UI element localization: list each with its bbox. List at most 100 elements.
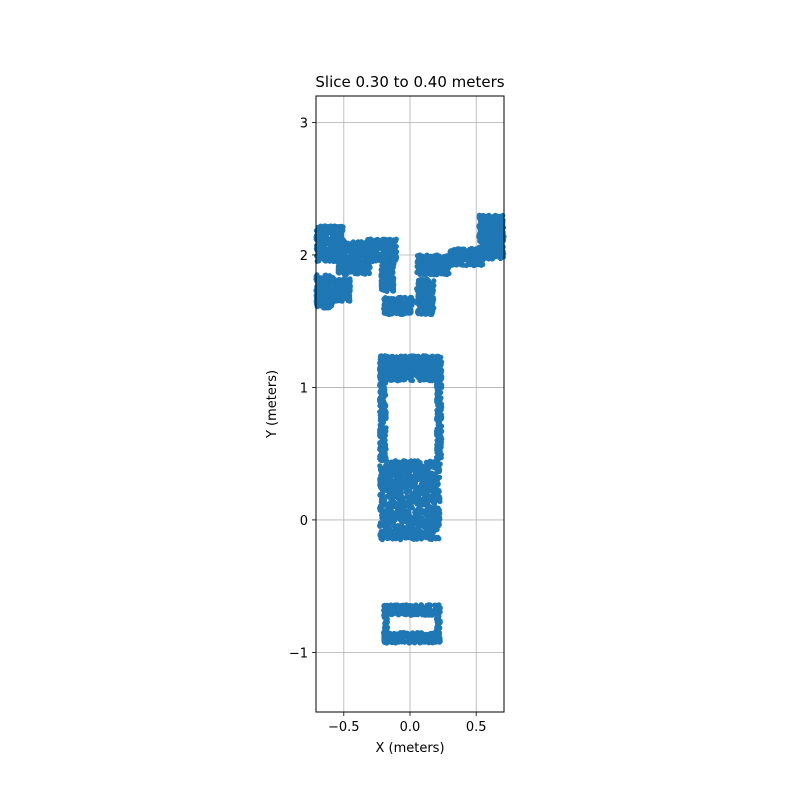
scatter-point: [425, 517, 431, 523]
scatter-point: [318, 228, 324, 235]
scatter-point: [434, 400, 440, 406]
scatter-point: [417, 460, 423, 466]
y-axis-label: Y (meters): [265, 370, 280, 439]
scatter-point: [428, 463, 434, 469]
scatter-point: [395, 523, 401, 529]
scatter-point: [394, 310, 400, 317]
scatter-point: [407, 605, 413, 611]
scatter-point: [412, 485, 419, 491]
scatter-point: [418, 258, 424, 264]
scatter-point: [378, 356, 385, 362]
y-tick-label: 0: [300, 514, 308, 529]
scatter-point: [321, 303, 327, 309]
scatter-point: [324, 274, 330, 280]
scatter-point: [436, 421, 442, 428]
scatter-point: [382, 605, 388, 611]
scatter-point: [397, 610, 403, 616]
scatter-point: [428, 508, 434, 514]
scatter-point: [377, 440, 383, 446]
scatter-point: [477, 256, 483, 262]
scatter-point: [337, 245, 343, 251]
scatter-point: [381, 380, 387, 386]
scatter-point: [380, 531, 386, 537]
scatter-point: [402, 528, 408, 534]
scatter-point: [381, 612, 387, 618]
scatter-point: [391, 501, 397, 507]
scatter-point: [358, 263, 364, 270]
scatter-point: [386, 532, 393, 538]
scatter-point: [429, 260, 435, 266]
scatter-point: [390, 287, 397, 293]
scatter-point: [424, 292, 430, 298]
scatter-point: [385, 492, 391, 499]
scatter-point: [365, 249, 371, 255]
scatter-point: [426, 375, 432, 381]
scatter-point: [464, 256, 471, 262]
scatter-point: [438, 370, 444, 376]
scatter-point: [471, 255, 477, 261]
scatter-point: [435, 534, 441, 540]
scatter-point: [387, 469, 393, 475]
scatter-point: [397, 634, 403, 640]
scatter-point: [392, 637, 398, 644]
scatter-point: [435, 354, 441, 360]
scatter-point: [422, 272, 428, 278]
scatter-point: [328, 224, 334, 230]
scatter-point: [427, 525, 433, 531]
scatter-point: [339, 254, 346, 260]
scatter-point: [344, 279, 350, 285]
chart-title: Slice 0.30 to 0.40 meters: [315, 73, 504, 91]
scatter-point: [407, 523, 413, 529]
scatter-point: [382, 521, 388, 528]
scatter-point: [433, 505, 439, 511]
scatter-point: [416, 508, 422, 514]
scatter-point: [365, 238, 371, 244]
scatter-point: [428, 266, 434, 272]
scatter-point: [427, 536, 433, 542]
scatter-point: [344, 264, 350, 271]
scatter-point: [388, 354, 394, 360]
scatter-point: [424, 267, 430, 273]
scatter-point: [427, 458, 433, 464]
scatter-point: [384, 300, 390, 306]
scatter-point: [460, 258, 466, 264]
scatter-point: [383, 482, 390, 488]
scatter-point: [358, 247, 364, 253]
scatter-point: [389, 246, 395, 253]
scatter-point: [323, 279, 329, 285]
scatter-point: [429, 474, 435, 481]
y-tick-label: 1: [300, 381, 308, 396]
scatter-point: [463, 251, 469, 257]
scatter-point: [340, 292, 346, 298]
scatter-point: [437, 498, 443, 505]
scatter-point: [383, 457, 389, 463]
scatter-point: [427, 495, 433, 501]
scatter-point: [398, 311, 404, 317]
scatter-point: [392, 517, 398, 523]
scatter-point: [385, 266, 391, 272]
scatter-point: [434, 517, 440, 523]
scatter-point: [432, 480, 438, 486]
scatter-point: [402, 459, 408, 466]
scatter-point: [398, 470, 404, 476]
scatter-point: [413, 471, 419, 477]
scatter-point: [350, 239, 356, 245]
scatter-point: [382, 370, 388, 376]
scatter-point: [424, 252, 430, 258]
scatter-point: [396, 301, 402, 307]
scatter-point: [385, 475, 391, 481]
scatter-point: [416, 372, 422, 378]
scatter-point: [376, 257, 382, 263]
scatter-point: [381, 452, 387, 458]
scatter-point: [406, 300, 412, 306]
scatter-point: [411, 364, 417, 370]
scatter-point: [377, 505, 383, 511]
scatter-point: [480, 228, 486, 234]
scatter-point: [481, 244, 487, 251]
scatter-point: [435, 623, 441, 629]
scatter-point: [424, 482, 430, 488]
scatter-point: [480, 218, 486, 224]
scatter-point: [415, 311, 421, 317]
scatter-point: [359, 259, 365, 265]
scatter-point: [335, 294, 341, 300]
